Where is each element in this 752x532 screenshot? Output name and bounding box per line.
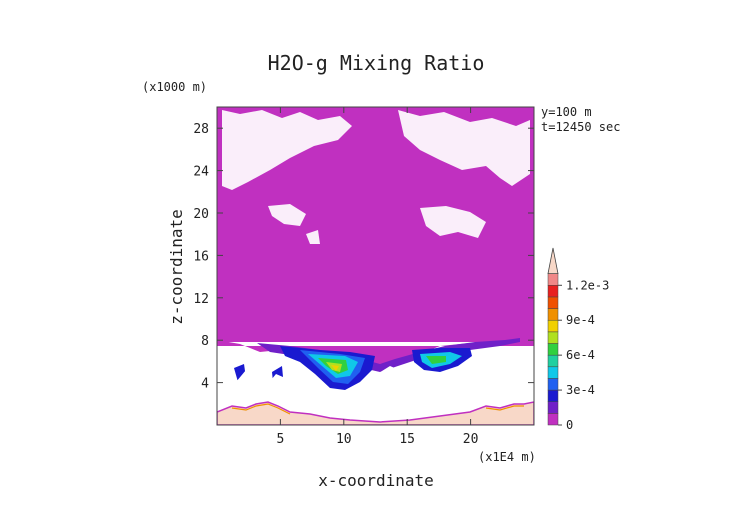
dry-patches — [222, 110, 530, 244]
colorbar-bin — [547, 319, 559, 333]
colorbar-bin — [547, 354, 559, 368]
y-unit-label: (x1000 m) — [142, 80, 207, 94]
x-unit-label: (x1E4 m) — [478, 450, 536, 464]
colorbar-bin — [547, 285, 559, 298]
chart-title: H2O-g Mixing Ratio — [268, 51, 485, 75]
y-axis-label: z-coordinate — [167, 209, 186, 325]
colorbar-bin — [547, 273, 559, 286]
annotation-time: t=12450 sec — [541, 120, 620, 134]
plume-right — [412, 348, 472, 372]
x-tick-label: 10 — [336, 432, 352, 447]
colorbar: 0 3e-4 6e-4 9e-4 1.2e-3 — [547, 247, 609, 432]
colorbar-tick-label: 6e-4 — [566, 348, 595, 362]
colorbar-bin — [547, 331, 559, 344]
plot-frame — [216, 106, 535, 426]
colorbar-tick-label: 3e-4 — [566, 383, 595, 397]
y-tick-label: 28 — [193, 122, 209, 137]
x-axis: 5 10 15 20 — [276, 107, 478, 447]
colorbar-bin — [547, 378, 559, 391]
colorbar-bin — [547, 413, 559, 426]
colorbar-bin — [547, 401, 559, 414]
colorbar-tick-label: 0 — [566, 418, 573, 432]
x-tick-label: 5 — [276, 432, 284, 447]
colorbar-bin — [547, 308, 559, 321]
x-tick-label: 20 — [463, 432, 479, 447]
dry-lower-region — [217, 346, 534, 425]
x-axis-label: x-coordinate — [318, 471, 434, 490]
layer-edge-purple — [257, 338, 520, 372]
terrain-rim — [231, 403, 524, 415]
y-tick-label: 16 — [193, 249, 209, 264]
y-axis: 4 8 12 16 20 24 28 — [193, 122, 534, 392]
colorbar-over-triangle — [547, 247, 559, 275]
colorbar-tick-label: 1.2e-3 — [566, 278, 609, 292]
y-tick-label: 20 — [193, 207, 209, 222]
colorbar-bin — [547, 389, 559, 402]
colorbar-bin — [547, 296, 559, 309]
plot-area — [216, 106, 535, 426]
y-tick-label: 12 — [193, 292, 209, 307]
x-tick-label: 15 — [399, 432, 415, 447]
y-tick-label: 8 — [201, 334, 209, 349]
plume-left — [280, 346, 375, 390]
colorbar-bin — [547, 343, 559, 356]
annotation-y: y=100 m — [541, 105, 592, 119]
colorbar-bin — [547, 366, 559, 379]
y-tick-label: 24 — [193, 165, 209, 180]
colorbar-tick-label: 9e-4 — [566, 313, 595, 327]
terrain-surface — [217, 401, 534, 425]
layer-boundary-band — [217, 336, 534, 370]
y-tick-label: 4 — [201, 377, 209, 392]
